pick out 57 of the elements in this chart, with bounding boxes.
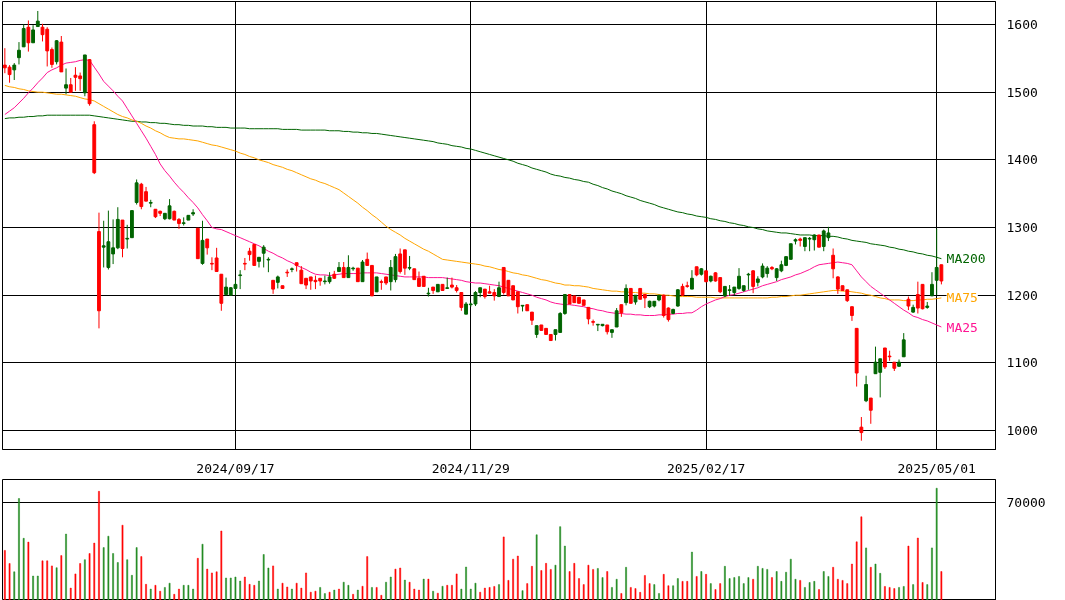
candlestick xyxy=(901,332,906,358)
candlestick xyxy=(610,329,614,339)
series-label: MA25 xyxy=(946,319,978,335)
candlestick xyxy=(252,243,257,266)
x-tick-label: 2025/02/17 xyxy=(666,460,746,476)
candlestick xyxy=(690,269,694,290)
y-tick-label: 1400 xyxy=(1006,152,1038,168)
candlestick xyxy=(939,264,944,285)
candlestick xyxy=(238,269,243,290)
series-label: MA75 xyxy=(946,290,978,306)
candlestick xyxy=(402,249,407,276)
candlestick xyxy=(101,220,106,268)
candlestick xyxy=(17,41,21,65)
candlestick xyxy=(337,261,341,273)
y-tick-label: 70000 xyxy=(1006,494,1046,510)
y-tick-label: 1200 xyxy=(1006,287,1038,303)
y-tick-label: 1000 xyxy=(1006,423,1038,439)
candlestick xyxy=(868,397,873,425)
candlestick xyxy=(21,24,26,48)
candlestick xyxy=(591,319,596,327)
candlestick xyxy=(393,253,398,283)
candlestick xyxy=(191,208,196,217)
y-tick-label: 1300 xyxy=(1006,220,1038,236)
line-series xyxy=(4,59,942,328)
candlestick xyxy=(214,247,219,273)
candlestick xyxy=(73,66,78,92)
candlestick xyxy=(125,224,130,250)
candlestick xyxy=(26,19,31,53)
candlestick xyxy=(930,271,934,297)
candlestick xyxy=(134,178,139,206)
candlestick xyxy=(257,256,261,268)
candlestick xyxy=(770,265,774,271)
candlestick xyxy=(398,248,403,275)
candlestick xyxy=(346,254,351,279)
candlestick xyxy=(290,266,294,273)
candlestick xyxy=(64,68,68,95)
candlestick xyxy=(624,283,628,306)
candlestick xyxy=(242,257,247,271)
candlestick xyxy=(360,259,365,283)
candlestick xyxy=(873,346,878,375)
y-tick-label: 1100 xyxy=(1006,355,1038,371)
candlestick xyxy=(54,39,59,65)
candlestick xyxy=(864,375,868,403)
x-tick-label: 2024/09/17 xyxy=(196,460,275,476)
candlestick xyxy=(859,416,864,442)
x-tick-label: 2025/05/01 xyxy=(897,460,976,476)
candlestick xyxy=(459,292,464,312)
candlestick xyxy=(831,248,836,279)
candlestick xyxy=(261,244,266,268)
candlestick xyxy=(614,307,619,328)
y-tick-label: 1500 xyxy=(1006,84,1038,100)
series-label: MA200 xyxy=(946,251,986,267)
candlestick xyxy=(751,269,756,294)
candlestick xyxy=(200,220,205,266)
y-tick-label: 1600 xyxy=(1006,17,1038,33)
candlestick xyxy=(139,182,144,210)
x-tick-label: 2024/11/29 xyxy=(431,460,510,476)
